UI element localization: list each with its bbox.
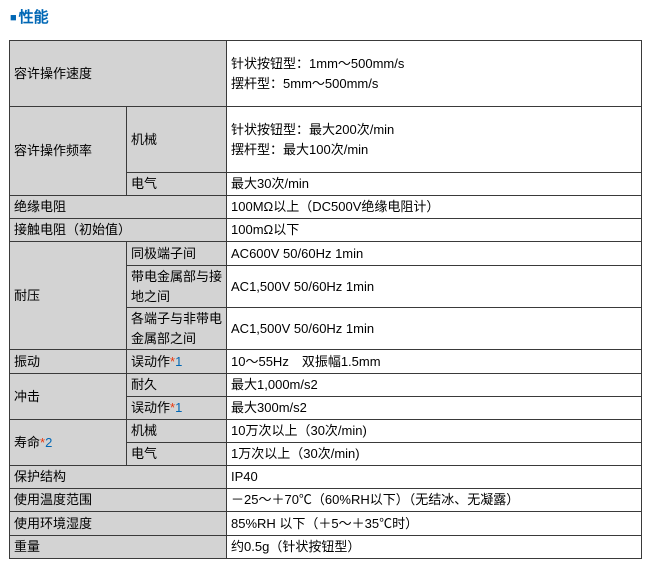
table-row: 振动 误动作*1 10～55Hz 双振幅1.5mm	[9, 349, 642, 374]
table-row: 绝缘电阻 100MΩ以上（DC500V绝缘电阻计）	[8, 195, 642, 219]
row-value: 最大300m/s2	[226, 396, 642, 420]
row-sublabel: 带电金属部与接地之间	[125, 265, 228, 308]
row-sublabel: 电气	[125, 172, 228, 196]
sublabel-text: 误动作	[131, 400, 171, 416]
row-sublabel: 同极端子间	[125, 241, 228, 266]
row-label: 寿命*2	[9, 419, 127, 466]
row-label: 接触电阻（初始值）	[8, 218, 228, 242]
row-sublabel: 机械	[125, 106, 228, 173]
footnote-star: *	[170, 400, 176, 416]
footnote-number: 1	[175, 400, 183, 416]
table-row: 带电金属部与接地之间 AC1,500V 50/60Hz 1min	[10, 265, 642, 308]
row-value: 100MΩ以上（DC500V绝缘电阻计）	[226, 195, 642, 219]
row-sublabel: 误动作*1	[125, 349, 228, 374]
footnote-link-1[interactable]: *1	[170, 400, 182, 415]
table-row: 重量 约0.5g（针状按钮型）	[8, 535, 642, 559]
row-label: 耐压	[9, 241, 127, 350]
footnote-number: 2	[45, 434, 53, 450]
row-label: 使用环境湿度	[8, 511, 228, 536]
row-value: 针状按钮型：1mm～500mm/s 摆杆型：5mm～500mm/s	[226, 40, 642, 107]
row-value: AC1,500V 50/60Hz 1min	[226, 307, 642, 350]
table-row: 接触电阻（初始值） 100mΩ以下	[8, 218, 642, 242]
footnote-link-2[interactable]: *2	[40, 435, 52, 450]
row-value: 最大30次/min	[226, 172, 642, 196]
row-sublabel: 各端子与非带电金属部之间	[125, 307, 228, 350]
table-row: 保护结构 IP40	[8, 465, 642, 489]
value-line: 摆杆型：5mm～500mm/s	[231, 75, 379, 91]
row-value: 针状按钮型：最大200次/min 摆杆型：最大100次/min	[226, 106, 642, 173]
label-text: 寿命	[14, 434, 41, 450]
row-value: AC1,500V 50/60Hz 1min	[226, 265, 642, 308]
row-label: 重量	[8, 535, 228, 559]
row-label: 绝缘电阻	[8, 195, 228, 219]
table-row: 使用环境湿度 85%RH 以下（＋5～＋35℃时）	[8, 511, 642, 536]
row-value: －25～＋70℃（60%RH以下）（无结冰、无凝露）	[226, 488, 642, 512]
footnote-star: *	[170, 353, 176, 369]
section-title-text: 性能	[18, 9, 49, 26]
value-line: 针状按钮型：1mm～500mm/s	[231, 56, 405, 71]
row-value: 最大1,000m/s2	[226, 373, 642, 397]
table-row: 耐压 同极端子间 AC600V 50/60Hz 1min	[9, 241, 642, 350]
table-row: 冲击 耐久 最大1,000m/s2	[9, 373, 642, 420]
row-sublabel: 机械	[125, 419, 228, 443]
row-value: AC600V 50/60Hz 1min	[226, 241, 642, 266]
row-sublabel: 误动作*1	[125, 396, 228, 420]
table-row: 使用温度范围 －25～＋70℃（60%RH以下）（无结冰、无凝露）	[8, 488, 642, 512]
value-line: 摆杆型：最大100次/min	[231, 141, 369, 157]
footnote-number: 1	[175, 353, 183, 369]
row-label: 容许操作频率	[9, 106, 127, 196]
row-label: 冲击	[9, 373, 127, 420]
row-label: 保护结构	[8, 465, 228, 489]
row-value: 85%RH 以下（＋5～＋35℃时）	[226, 511, 642, 536]
sublabel-text: 误动作	[131, 353, 171, 369]
row-sublabel: 耐久	[125, 373, 228, 397]
table-row: 寿命*2 机械 10万次以上（30次/min)	[9, 419, 642, 466]
footnote-star: *	[40, 434, 46, 450]
row-label: 使用温度范围	[8, 488, 228, 512]
performance-spec-table: 容许操作速度 针状按钮型：1mm～500mm/s 摆杆型：5mm～500mm/s…	[8, 40, 642, 559]
row-value: 10～55Hz 双振幅1.5mm	[226, 349, 642, 374]
row-value: 1万次以上（30次/min)	[226, 442, 642, 466]
row-value: 约0.5g（针状按钮型）	[226, 535, 642, 559]
row-sublabel: 电气	[125, 442, 228, 466]
value-line: 针状按钮型：最大200次/min	[231, 122, 395, 137]
table-row: 容许操作速度 针状按钮型：1mm～500mm/s 摆杆型：5mm～500mm/s	[8, 40, 642, 107]
section-bullet-icon: ■	[10, 12, 17, 24]
row-label: 容许操作速度	[8, 40, 228, 107]
table-row: 电气 1万次以上（30次/min)	[10, 442, 642, 466]
section-title: ■ 性能	[10, 9, 654, 27]
row-value: IP40	[226, 465, 642, 489]
row-value: 10万次以上（30次/min)	[226, 419, 642, 443]
table-row: 容许操作频率 机械 针状按钮型：最大200次/min 摆杆型：最大100次/mi…	[9, 106, 642, 196]
row-value: 100mΩ以下	[226, 218, 642, 242]
row-label: 振动	[9, 349, 127, 374]
table-row: 误动作*1 最大300m/s2	[10, 396, 642, 420]
footnote-link-1[interactable]: *1	[170, 354, 182, 369]
